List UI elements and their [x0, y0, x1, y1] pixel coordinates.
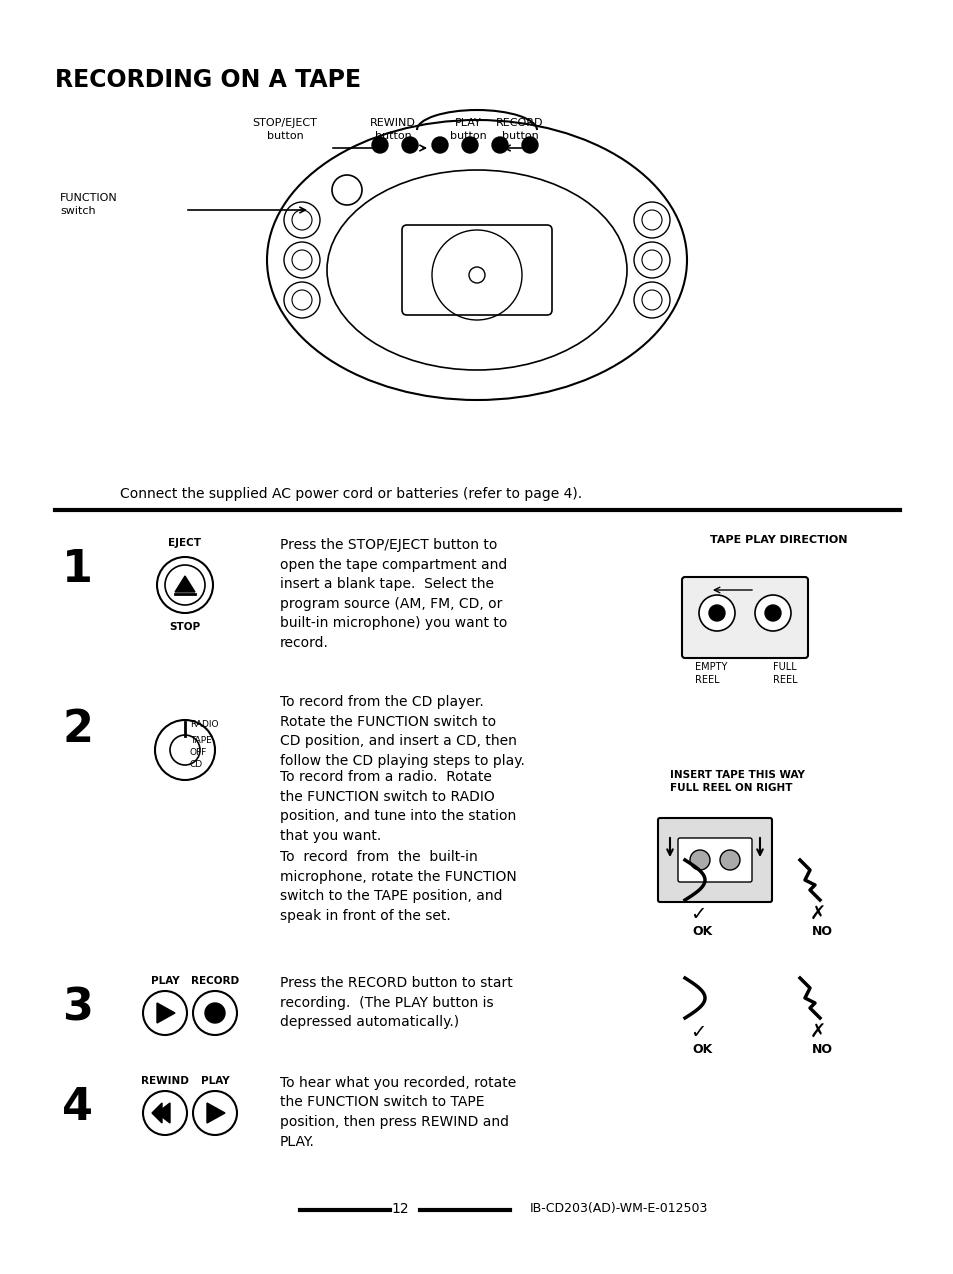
Text: RECORD: RECORD: [191, 976, 239, 986]
Circle shape: [521, 138, 537, 153]
Text: Press the STOP/EJECT button to
open the tape compartment and
insert a blank tape: Press the STOP/EJECT button to open the …: [280, 538, 507, 650]
Circle shape: [764, 605, 781, 620]
Circle shape: [432, 138, 448, 153]
Text: NO: NO: [811, 1043, 832, 1056]
Polygon shape: [174, 576, 194, 592]
Text: OK: OK: [691, 1043, 712, 1056]
Text: 12: 12: [391, 1201, 409, 1215]
Text: ✗: ✗: [809, 905, 825, 924]
Text: PLAY: PLAY: [151, 976, 179, 986]
Circle shape: [720, 850, 740, 870]
Circle shape: [461, 138, 477, 153]
Text: STOP: STOP: [170, 622, 200, 632]
Text: RADIO: RADIO: [190, 720, 218, 729]
Text: 2: 2: [62, 708, 92, 750]
Circle shape: [754, 595, 790, 631]
Text: REWIND: REWIND: [141, 1077, 189, 1085]
Text: 4: 4: [62, 1085, 92, 1129]
Circle shape: [372, 138, 388, 153]
Circle shape: [205, 1003, 225, 1023]
Text: Connect the supplied AC power cord or batteries (refer to page 4).: Connect the supplied AC power cord or ba…: [120, 487, 581, 501]
Text: CD: CD: [190, 761, 203, 769]
FancyBboxPatch shape: [681, 577, 807, 657]
Text: INSERT TAPE THIS WAY
FULL REEL ON RIGHT: INSERT TAPE THIS WAY FULL REEL ON RIGHT: [669, 769, 804, 794]
Text: STOP/EJECT
button: STOP/EJECT button: [253, 118, 317, 141]
Polygon shape: [157, 1103, 170, 1122]
Circle shape: [492, 138, 507, 153]
Text: PLAY
button: PLAY button: [449, 118, 486, 141]
Text: To hear what you recorded, rotate
the FUNCTION switch to TAPE
position, then pre: To hear what you recorded, rotate the FU…: [280, 1077, 516, 1148]
Polygon shape: [157, 1003, 174, 1023]
Text: FULL
REEL: FULL REEL: [772, 662, 797, 685]
FancyBboxPatch shape: [678, 838, 751, 882]
Text: TAPE: TAPE: [190, 736, 212, 745]
Text: To record from a radio.  Rotate
the FUNCTION switch to RADIO
position, and tune : To record from a radio. Rotate the FUNCT…: [280, 769, 516, 842]
FancyBboxPatch shape: [658, 818, 771, 902]
Text: EJECT: EJECT: [169, 538, 201, 548]
Text: REWIND
button: REWIND button: [370, 118, 416, 141]
Text: 3: 3: [62, 986, 92, 1029]
Text: NO: NO: [811, 925, 832, 938]
Text: PLAY: PLAY: [200, 1077, 229, 1085]
Text: FUNCTION
switch: FUNCTION switch: [60, 192, 117, 217]
Text: To record from the CD player.
Rotate the FUNCTION switch to
CD position, and ins: To record from the CD player. Rotate the…: [280, 696, 524, 767]
Text: TAPE PLAY DIRECTION: TAPE PLAY DIRECTION: [709, 535, 846, 545]
Text: ✓: ✓: [689, 905, 705, 924]
Text: Press the RECORD button to start
recording.  (The PLAY button is
depressed autom: Press the RECORD button to start recordi…: [280, 976, 512, 1029]
Text: ✓: ✓: [689, 1023, 705, 1042]
Text: RECORDING ON A TAPE: RECORDING ON A TAPE: [55, 68, 361, 92]
Circle shape: [689, 850, 709, 870]
Text: 1: 1: [62, 548, 92, 591]
Text: ✗: ✗: [809, 1023, 825, 1042]
Text: OK: OK: [691, 925, 712, 938]
Circle shape: [708, 605, 724, 620]
Text: IB-CD203(AD)-WM-E-012503: IB-CD203(AD)-WM-E-012503: [530, 1201, 708, 1215]
Text: RECORD
button: RECORD button: [496, 118, 543, 141]
Text: EMPTY
REEL: EMPTY REEL: [695, 662, 726, 685]
Polygon shape: [207, 1103, 225, 1122]
Text: To  record  from  the  built-in
microphone, rotate the FUNCTION
switch to the TA: To record from the built-in microphone, …: [280, 850, 517, 922]
Circle shape: [401, 138, 417, 153]
Circle shape: [699, 595, 734, 631]
Polygon shape: [152, 1103, 162, 1122]
Text: OFF: OFF: [190, 748, 207, 757]
